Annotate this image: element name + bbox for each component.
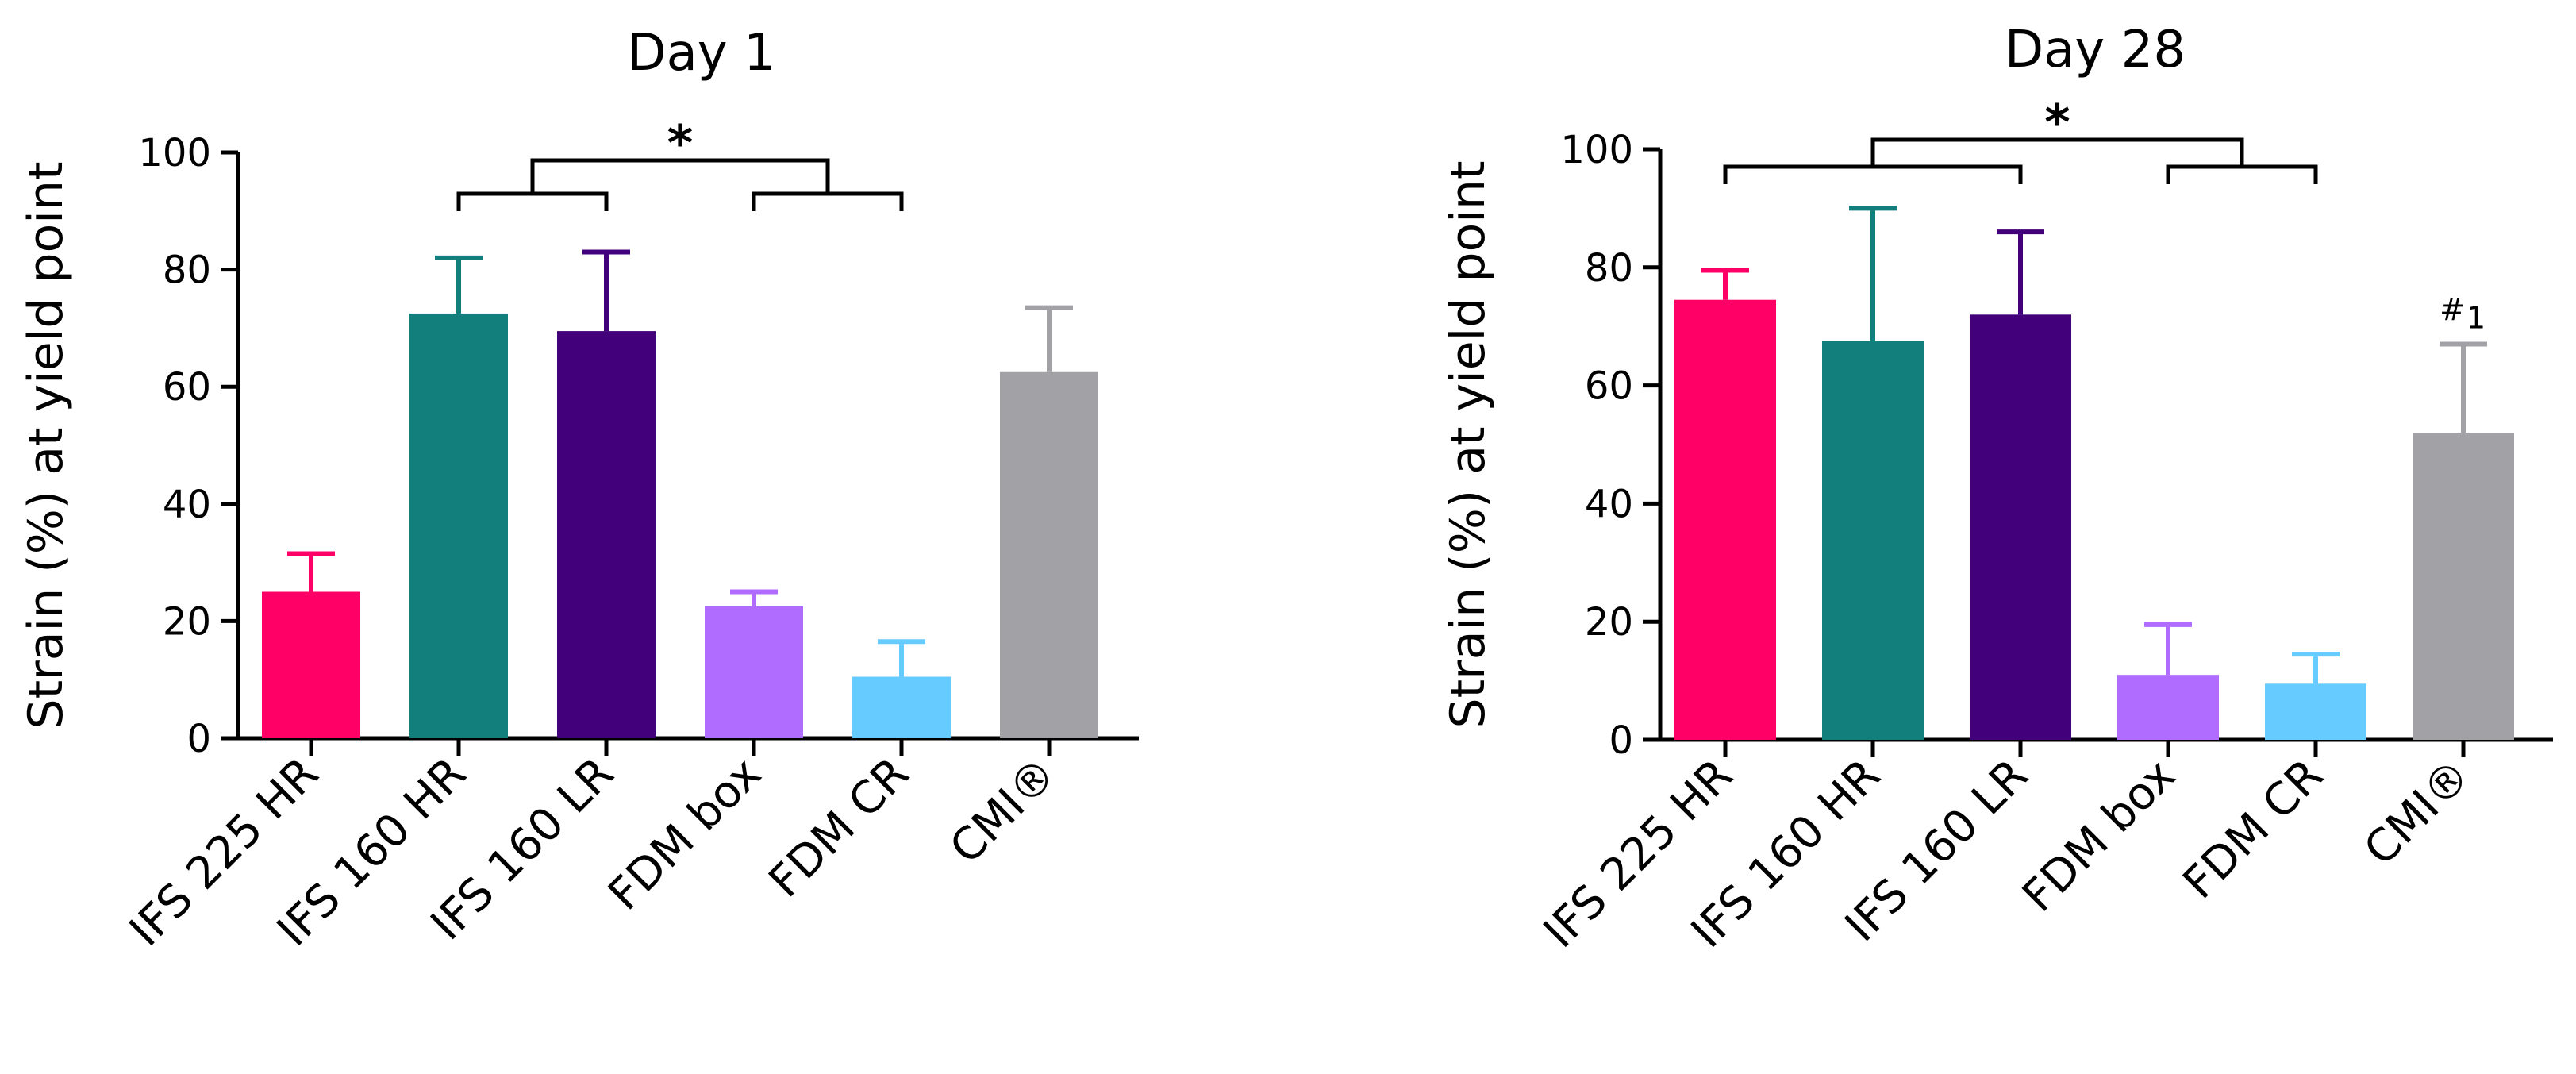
chart-title: Day 1 [627,24,775,83]
y-tick-label: 20 [1585,600,1633,645]
y-axis-label: Strain (%) at yield point [1440,160,1496,728]
annotation-subscript: 1 [2466,301,2486,336]
category-label: CMI® [940,748,1067,874]
y-tick-label: 0 [1609,718,1633,763]
bar [852,676,951,738]
significance-bracket-left [1723,164,2023,184]
bar [1000,371,1098,738]
category-label: FDM box [598,748,771,921]
y-tick-label: 0 [186,717,211,761]
bar [1970,314,2071,740]
y-tick-label: 80 [1585,246,1633,291]
significance-bracket-right [2166,164,2318,184]
bar [1674,299,1776,741]
category-label: FDM box [2013,749,2186,922]
category-label: FDM CR [759,748,919,907]
bar [705,606,803,738]
category-label: FDM CR [2174,749,2333,909]
significance-star: * [667,114,693,172]
annotation: # [2440,293,2465,328]
significance-star: * [2044,94,2070,152]
y-tick-label: 60 [1585,364,1633,409]
bar [2117,675,2219,740]
bar [2265,683,2366,740]
significance-bracket-right [752,191,904,211]
y-tick-label: 20 [163,599,211,644]
y-tick-label: 100 [138,131,211,175]
bar [2413,433,2514,740]
significance-bracket-top [530,158,830,194]
chart-title: Day 28 [2005,21,2186,79]
bar [1822,341,1924,740]
y-tick-label: 100 [1560,128,1633,172]
bar [409,313,508,738]
significance-bracket-top [1870,137,2244,167]
chart-1: Day 1 Strain (%) at yield point 0 20 40 60 80 1… [18,24,1139,957]
significance-bracket-left [456,191,609,211]
y-axis-label: Strain (%) at yield point [18,161,74,729]
bar [262,591,360,738]
y-tick-label: 40 [163,483,211,527]
y-tick-label: 40 [1585,482,1633,526]
chart-2: Day 28 Strain (%) at yield point 0 20 40 60 80… [1440,21,2553,958]
bar [557,331,656,739]
category-label: CMI® [2355,749,2481,876]
y-tick-label: 60 [163,365,211,410]
y-tick-label: 80 [163,248,211,293]
